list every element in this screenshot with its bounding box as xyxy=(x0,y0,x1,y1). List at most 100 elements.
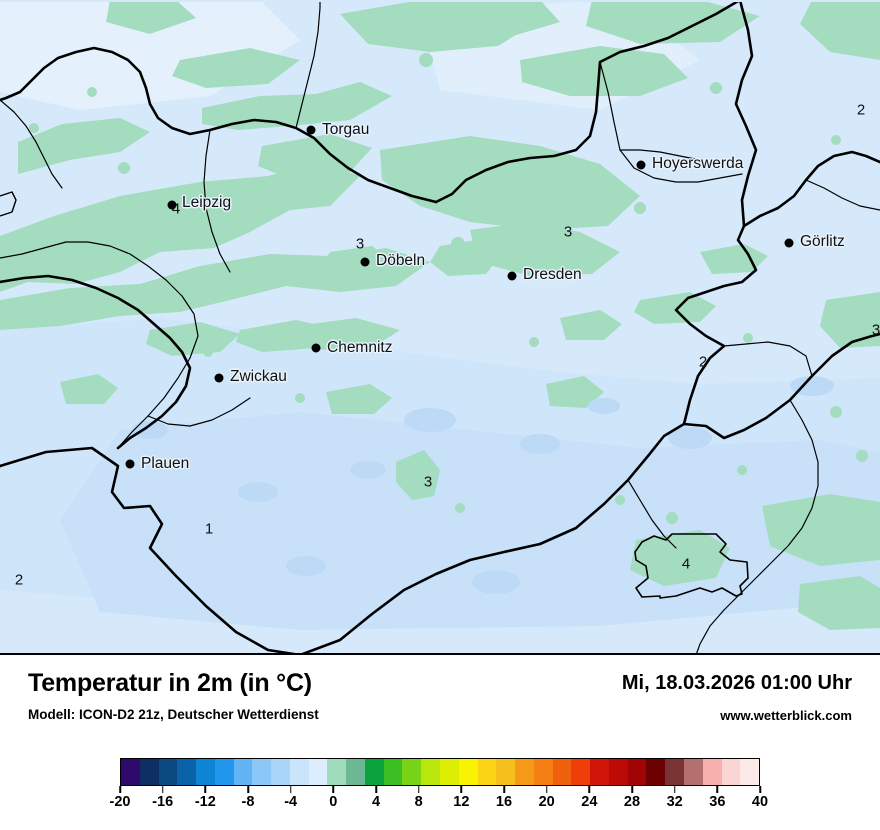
contour-line-4-closed xyxy=(634,533,749,599)
colorbar-tick-label: 4 xyxy=(371,794,381,810)
colorbar-ticks xyxy=(119,786,761,794)
colorbar-swatch xyxy=(702,759,722,785)
contour-label-central-3: 3 xyxy=(423,473,433,491)
colorbar-tick-label: 20 xyxy=(538,794,555,810)
colorbar-swatch xyxy=(421,759,441,785)
district-borders xyxy=(0,0,880,653)
colorbar-tick-label: -20 xyxy=(109,794,131,810)
contour-label-southwest-1: 1 xyxy=(204,520,214,538)
colorbar-tick xyxy=(247,786,249,793)
colorbar-tick-label: -16 xyxy=(152,794,174,810)
colorbar-tick-label: -8 xyxy=(241,794,255,810)
colorbar-swatch xyxy=(608,759,628,785)
scattered-green-patches xyxy=(29,53,868,524)
colorbar-swatch xyxy=(590,759,609,785)
map-canvas xyxy=(0,0,880,653)
city-label-goerlitz: Görlitz xyxy=(800,233,845,250)
colorbar-tick-label: 40 xyxy=(751,794,769,810)
colorbar-swatch xyxy=(327,759,347,785)
cool-cell-patches xyxy=(132,376,834,594)
colorbar-tick xyxy=(161,786,164,793)
colorbar-tick xyxy=(332,786,335,793)
contour-label-east-edge-3: 3 xyxy=(871,321,880,339)
colorbar-swatch xyxy=(440,759,459,785)
contour-label-doebeln-3: 3 xyxy=(355,235,365,253)
colorbar-tick xyxy=(289,786,292,793)
colorbar: -20 -16 -12 -8 -4 0 4 8 12 16 20 24 28 32 36 40 xyxy=(110,758,769,818)
colorbar-swatch xyxy=(139,759,159,785)
colorbar-tick-labels: -20 -16 -12 -8 -4 0 4 8 12 16 20 24 28 32 36 40 xyxy=(110,794,769,816)
colorbar-tick xyxy=(204,786,207,793)
colorbar-tick xyxy=(545,786,548,793)
website-credit[interactable]: www.wetterblick.com xyxy=(720,708,852,723)
contour-label-east-2: 2 xyxy=(698,353,708,371)
page-title: Temperatur in 2m (in °C) xyxy=(28,669,312,697)
colorbar-swatch xyxy=(364,759,384,785)
city-marker-dresden[interactable] xyxy=(507,271,517,281)
colorbar-swatch xyxy=(196,759,215,785)
valid-datetime: Mi, 18.03.2026 01:00 Uhr xyxy=(621,672,852,694)
city-marker-torgau[interactable] xyxy=(306,125,316,135)
colorbar-swatch xyxy=(552,759,572,785)
contour-line-4-leipzig xyxy=(0,191,17,217)
colorbar-swatch xyxy=(627,759,647,785)
city-marker-doebeln[interactable] xyxy=(360,257,370,267)
colorbar-swatch xyxy=(721,759,741,785)
colorbar-tick-label: 12 xyxy=(453,794,470,810)
city-label-chemnitz: Chemnitz xyxy=(327,339,393,356)
colorbar-swatch xyxy=(158,759,178,785)
city-label-doebeln: Döbeln xyxy=(376,252,426,269)
colorbar-tick-label: 8 xyxy=(414,794,423,810)
colorbar-swatch xyxy=(496,759,516,785)
city-marker-goerlitz[interactable] xyxy=(784,238,794,248)
colorbar-swatch xyxy=(533,759,553,785)
colorbar-tick-label: -4 xyxy=(284,794,298,810)
colorbar-swatch xyxy=(683,759,703,785)
colorbar-swatch xyxy=(571,759,591,785)
footer-panel: Temperatur in 2m (in °C) Modell: ICON-D2… xyxy=(0,655,880,830)
colorbar-tick-label: 16 xyxy=(495,794,513,810)
contour-label-northeast-2: 2 xyxy=(856,101,866,119)
city-marker-hoyerswerda[interactable] xyxy=(636,160,646,170)
city-marker-plauen[interactable] xyxy=(125,459,135,469)
colorbar-tick xyxy=(460,786,463,793)
colorbar-swatch xyxy=(271,759,290,785)
colorbar-tick-label: 24 xyxy=(581,794,598,810)
weather-map[interactable]: Torgau Leipzig Hoyerswerda Görlitz Döbel… xyxy=(0,0,880,655)
colorbar-tick-label: 0 xyxy=(329,794,338,810)
colorbar-tick-label: 28 xyxy=(623,794,641,810)
city-marker-chemnitz[interactable] xyxy=(311,343,321,353)
city-label-leipzig: Leipzig xyxy=(182,194,232,211)
colorbar-swatch xyxy=(214,759,234,785)
colorbar-swatch xyxy=(383,759,403,785)
city-marker-leipzig[interactable] xyxy=(167,200,177,210)
colorbar-swatches xyxy=(120,758,760,786)
city-label-plauen: Plauen xyxy=(141,455,190,472)
colorbar-swatch xyxy=(402,759,422,785)
green-temperature-regions xyxy=(0,0,880,630)
colorbar-swatch xyxy=(121,759,140,785)
colorbar-swatch xyxy=(646,759,666,785)
city-marker-zwickau[interactable] xyxy=(214,373,224,383)
city-label-zwickau: Zwickau xyxy=(230,368,287,385)
colorbar-tick xyxy=(673,786,676,793)
colorbar-swatch xyxy=(289,759,309,785)
contour-label-dresden-3: 3 xyxy=(563,223,573,241)
colorbar-tick xyxy=(759,786,761,793)
colorbar-swatch xyxy=(740,759,760,785)
city-label-dresden: Dresden xyxy=(523,266,582,283)
colorbar-swatch xyxy=(665,759,684,785)
colorbar-tick-label: -12 xyxy=(194,794,216,810)
contour-label-west-edge-2: 2 xyxy=(14,571,24,589)
contour-label-southeast-4: 4 xyxy=(681,555,691,573)
colorbar-swatch xyxy=(515,759,534,785)
colorbar-tick xyxy=(588,786,591,793)
colorbar-swatch xyxy=(252,759,272,785)
colorbar-tick-label: 32 xyxy=(666,794,683,810)
colorbar-swatch xyxy=(346,759,365,785)
colorbar-tick xyxy=(417,786,420,793)
colorbar-swatch xyxy=(233,759,253,785)
city-label-hoyerswerda: Hoyerswerda xyxy=(652,155,744,172)
colorbar-tick xyxy=(631,786,633,793)
model-subtitle: Modell: ICON-D2 21z, Deutscher Wetterdie… xyxy=(28,707,319,722)
